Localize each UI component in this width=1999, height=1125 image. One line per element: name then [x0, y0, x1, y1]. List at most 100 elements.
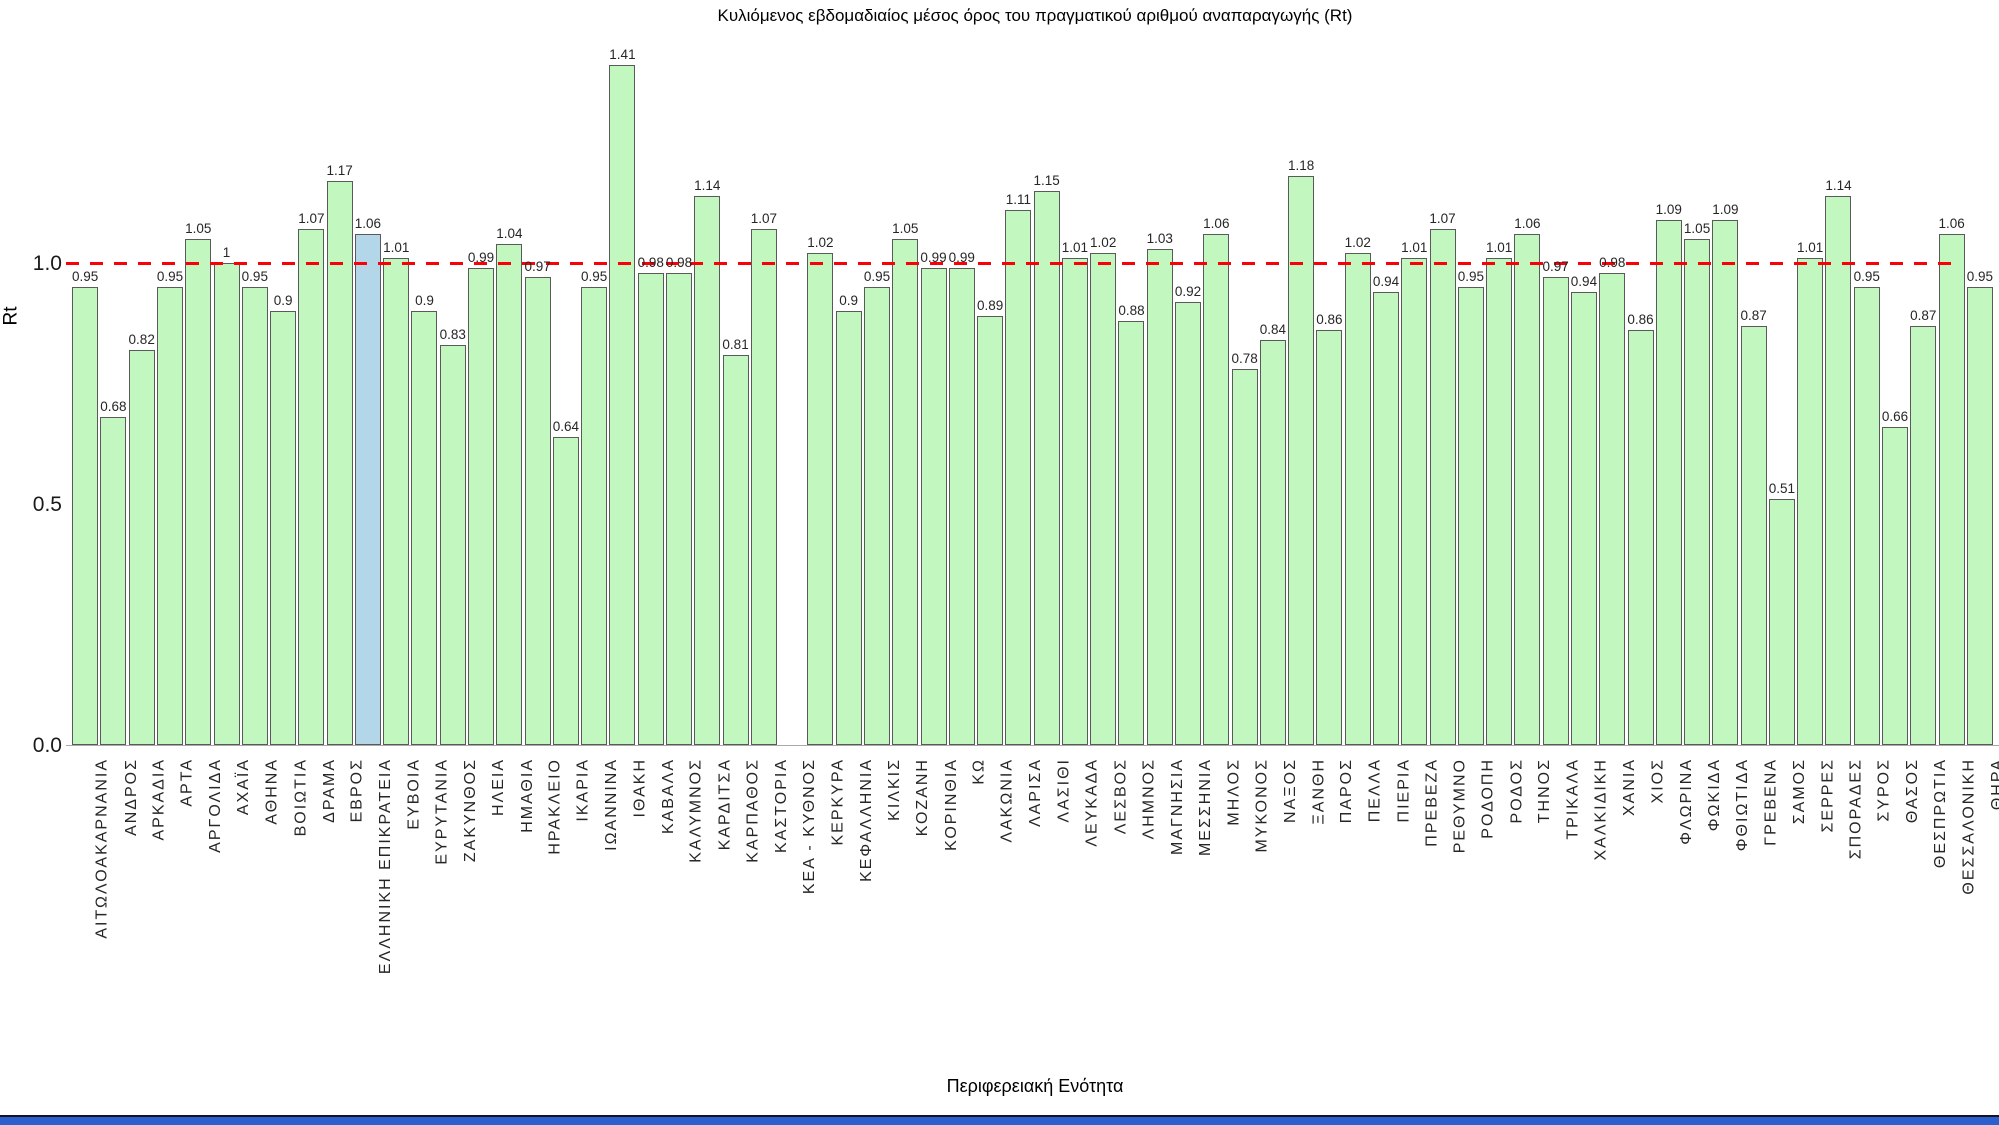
bar: [1910, 325, 1937, 745]
x-tick-label: ΑΧΑΪΑ: [235, 758, 253, 816]
bar-value-label: 1.06: [354, 216, 382, 232]
bar-value-label: 1.06: [1514, 216, 1541, 232]
bar-value-label: 0.95: [1853, 269, 1880, 285]
x-tick-label: ΡΟΔΟΠΗ: [1479, 758, 1497, 839]
bar-value-label: 0.9: [839, 293, 859, 309]
x-tick-label: ΤΡΙΚΑΛΑ: [1564, 758, 1582, 840]
bar-value-label: 0.87: [1910, 307, 1937, 323]
bar-value-label: 1.02: [1344, 235, 1371, 251]
bar: [807, 253, 834, 745]
bar: [1740, 325, 1767, 745]
x-tick-label: ΡΕΘΥΜΝΟ: [1451, 758, 1469, 854]
x-tick-label: ΙΚΑΡΙΑ: [574, 758, 592, 822]
x-tick-label: ΣΑΜΟΣ: [1790, 758, 1808, 825]
bar-value-label: 0.82: [128, 331, 155, 347]
bar: [1401, 258, 1428, 745]
x-tick-label: ΛΕΣΒΟΣ: [1112, 758, 1130, 835]
bar: [722, 354, 749, 745]
bar: [666, 272, 692, 745]
bar: [1966, 287, 1993, 745]
x-tick-label: ΚΑΣΤΟΡΙΑ: [772, 758, 790, 853]
bar: [1797, 258, 1824, 745]
bar: [1825, 195, 1852, 745]
x-tick-label: ΚΩ: [970, 758, 988, 785]
bar: [1599, 272, 1626, 745]
y-tick-label: 0.5: [32, 493, 62, 516]
bar-value-label: 0.84: [1259, 322, 1287, 338]
bar-value-label: 1.41: [609, 47, 636, 63]
bar: [1712, 219, 1739, 745]
x-tick-label: ΝΑΞΟΣ: [1281, 758, 1299, 823]
bar-value-label: 1.01: [1797, 240, 1824, 256]
bar: [270, 311, 297, 745]
bar: [609, 65, 636, 745]
bar-value-label: 0.83: [439, 326, 466, 342]
x-tick-label: ΚΑΒΑΛΑ: [659, 758, 677, 835]
bar: [496, 243, 523, 745]
bar-value-label: 0.97: [524, 259, 551, 275]
bar-value-label: 1.09: [1655, 201, 1682, 217]
y-axis-label: Rt: [0, 306, 22, 326]
bar-value-label: 1.09: [1712, 201, 1739, 217]
bar: [1768, 499, 1795, 745]
bar-value-label: 1.17: [326, 163, 353, 179]
bar-value-label: 1.01: [383, 240, 410, 256]
bar-value-label: 1.05: [1683, 220, 1711, 236]
x-tick-label: ΚΕΑ - ΚΥΘΝΟΣ: [801, 758, 819, 895]
x-tick-label: ΑΝΔΡΟΣ: [122, 758, 140, 836]
bar: [213, 263, 240, 745]
x-tick-label: ΦΘΙΩΤΙΔΑ: [1734, 758, 1752, 852]
x-tick-label: ΜΥΚΟΝΟΣ: [1253, 758, 1271, 853]
x-tick-label: ΞΑΝΘΗ: [1310, 758, 1328, 825]
bar: [1344, 253, 1371, 745]
bar-value-label: 0.97: [1542, 259, 1569, 275]
y-tick-label: 0.0: [32, 734, 62, 757]
bar-value-label: 0.95: [1457, 269, 1484, 285]
bar: [241, 287, 268, 745]
bar-value-label: 1.02: [807, 235, 834, 251]
bar: [552, 436, 579, 745]
bar-value-label: 1.06: [1203, 216, 1230, 232]
bar-value-label: 1.03: [1146, 230, 1173, 246]
x-tick-label: ΚΟΡΙΝΘΙΑ: [942, 758, 960, 851]
y-tick-label: 1.0: [32, 252, 62, 275]
bar: [439, 344, 466, 745]
bar-value-label: 1.05: [892, 220, 919, 236]
x-tick-label: ΜΕΣΣΗΝΙΑ: [1197, 758, 1215, 857]
bar: [1684, 238, 1711, 745]
bar: [1005, 209, 1032, 745]
x-tick-label: ΜΗΛΟΣ: [1225, 758, 1243, 826]
x-tick-label: ΙΩΑΝΝΙΝΑ: [603, 758, 621, 851]
bar: [1542, 277, 1569, 745]
bar-value-label: 1.11: [1005, 191, 1031, 207]
bar-value-label: 0.89: [976, 298, 1004, 314]
bar-value-label: 1.01: [1061, 240, 1089, 256]
x-tick-label: ΕΥΡΥΤΑΝΙΑ: [433, 758, 451, 865]
bar-value-label: 1.07: [298, 211, 325, 227]
x-tick-label: ΜΑΓΝΗΣΙΑ: [1168, 758, 1186, 855]
x-tick-label: ΘΕΣΣΑΛΟΝΙΚΗ: [1960, 758, 1978, 895]
bar: [835, 311, 862, 745]
x-tick-label: ΚΑΛΥΜΝΟΣ: [688, 758, 706, 863]
bar-value-label: 0.95: [241, 269, 268, 285]
x-tick-label: ΚΟΖΑΝΗ: [914, 758, 932, 837]
bar: [581, 287, 608, 745]
bar-value-label: 0.94: [1372, 273, 1400, 289]
x-tick-label: ΚΑΡΔΙΤΣΑ: [716, 758, 734, 851]
bar: [1457, 287, 1484, 745]
bar-value-label: 0.51: [1768, 481, 1796, 497]
x-tick-label: ΦΩΚΙΔΑ: [1706, 758, 1724, 832]
bar-value-label: 0.99: [467, 249, 495, 265]
x-tick-label: ΘΕΣΠΡΩΤΙΑ: [1932, 758, 1950, 869]
bar-value-label: 0.81: [722, 336, 749, 352]
x-tick-label: ΣΕΡΡΕΣ: [1819, 758, 1837, 833]
x-tick-label: ΤΗΝΟΣ: [1536, 758, 1554, 824]
bar-value-label: 0.9: [273, 293, 293, 309]
x-tick-label: ΑΡΓΟΛΙΔΑ: [207, 758, 225, 853]
bar: [1429, 229, 1456, 745]
bar-value-label: 0.95: [71, 269, 99, 285]
bar: [863, 287, 890, 745]
bar-value-label: 0.98: [1599, 254, 1626, 270]
bar-value-label: 0.66: [1881, 408, 1909, 424]
x-tick-label: ΠΙΕΡΙΑ: [1395, 758, 1412, 823]
